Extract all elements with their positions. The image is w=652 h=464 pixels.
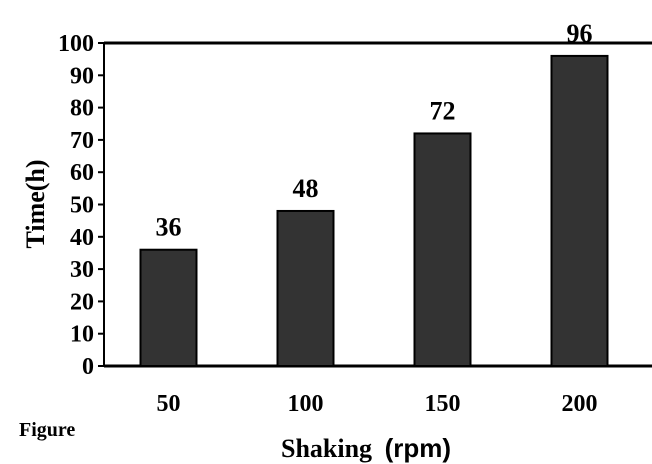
x-tick-label-50: 50 (157, 391, 181, 417)
y-tick-label: 60 (70, 160, 94, 186)
data-label-100: 48 (293, 174, 319, 203)
data-label-150: 72 (430, 96, 456, 125)
y-tick-label: 70 (70, 128, 94, 154)
bars (139, 54, 609, 367)
x-axis-title-unit: (rpm) (385, 433, 451, 463)
y-tick-label: 30 (70, 257, 94, 283)
bar-150 (413, 132, 472, 367)
y-tick-label: 0 (82, 354, 94, 380)
figure-caption: Figure (19, 419, 75, 441)
y-tick-label: 20 (70, 289, 94, 315)
x-tick-label-150: 150 (425, 391, 461, 417)
y-tick-label: 100 (58, 31, 94, 57)
data-label-200: 96 (567, 19, 593, 48)
y-axis-title: Time(h) (21, 159, 50, 248)
x-tick-label-200: 200 (562, 391, 598, 417)
x-axis: 50 100 150 200 (157, 391, 598, 417)
y-axis: 0 10 20 30 40 50 60 70 80 90 100 (58, 31, 104, 380)
x-axis-title: Shaking (rpm) (281, 433, 451, 463)
x-tick-label-100: 100 (288, 391, 324, 417)
bar-100 (276, 209, 335, 367)
y-tick-label: 50 (70, 193, 94, 219)
bar-50 (139, 248, 198, 367)
data-labels: 36 48 72 96 (156, 19, 593, 242)
bar-200 (550, 54, 609, 367)
y-tick-label: 90 (70, 63, 94, 89)
y-tick-label: 80 (70, 96, 94, 122)
y-tick-label: 10 (70, 322, 94, 348)
y-tick-label: 40 (70, 225, 94, 251)
data-label-50: 36 (156, 213, 182, 242)
x-axis-title-main: Shaking (281, 434, 372, 463)
